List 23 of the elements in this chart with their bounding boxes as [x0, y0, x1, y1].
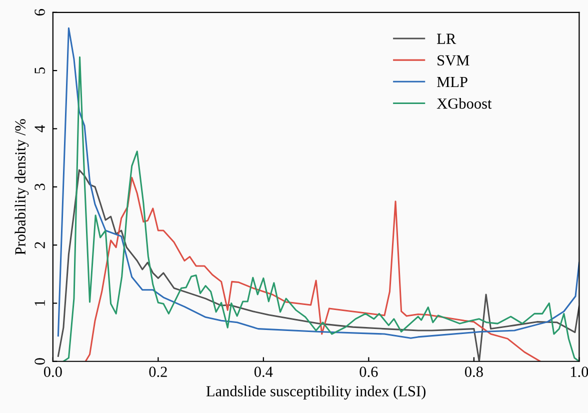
- x-tick-label: 0.6: [360, 366, 378, 378]
- x-tick-label: 0.8: [464, 366, 483, 378]
- x-tick-label: 0.2: [149, 366, 167, 378]
- y-tick-label: 0: [34, 358, 45, 365]
- y-tick-label: 4: [34, 125, 45, 132]
- legend-label: LR: [437, 34, 456, 44]
- x-axis-title: Landslide susceptibility index (LSI): [206, 386, 426, 400]
- y-tick-label: 1: [34, 300, 45, 306]
- x-tick-label: 1.0: [570, 366, 588, 378]
- y-axis-title: Probability density /%: [14, 119, 29, 255]
- legend-label: XGboost: [436, 98, 492, 109]
- line-series: [57, 27, 580, 339]
- line-series: [57, 169, 580, 362]
- line-series: [62, 56, 580, 362]
- y-tick-label: 5: [34, 67, 45, 74]
- line-series: [84, 176, 541, 362]
- legend-label: MLP: [437, 76, 468, 87]
- x-tick-label: 0.4: [254, 366, 273, 378]
- y-tick-label: 6: [34, 9, 45, 16]
- y-tick-label: 2: [34, 242, 45, 248]
- x-tick-label: 0.0: [44, 366, 62, 378]
- y-tick-label: 3: [34, 184, 45, 190]
- legend-label: SVM: [438, 55, 470, 66]
